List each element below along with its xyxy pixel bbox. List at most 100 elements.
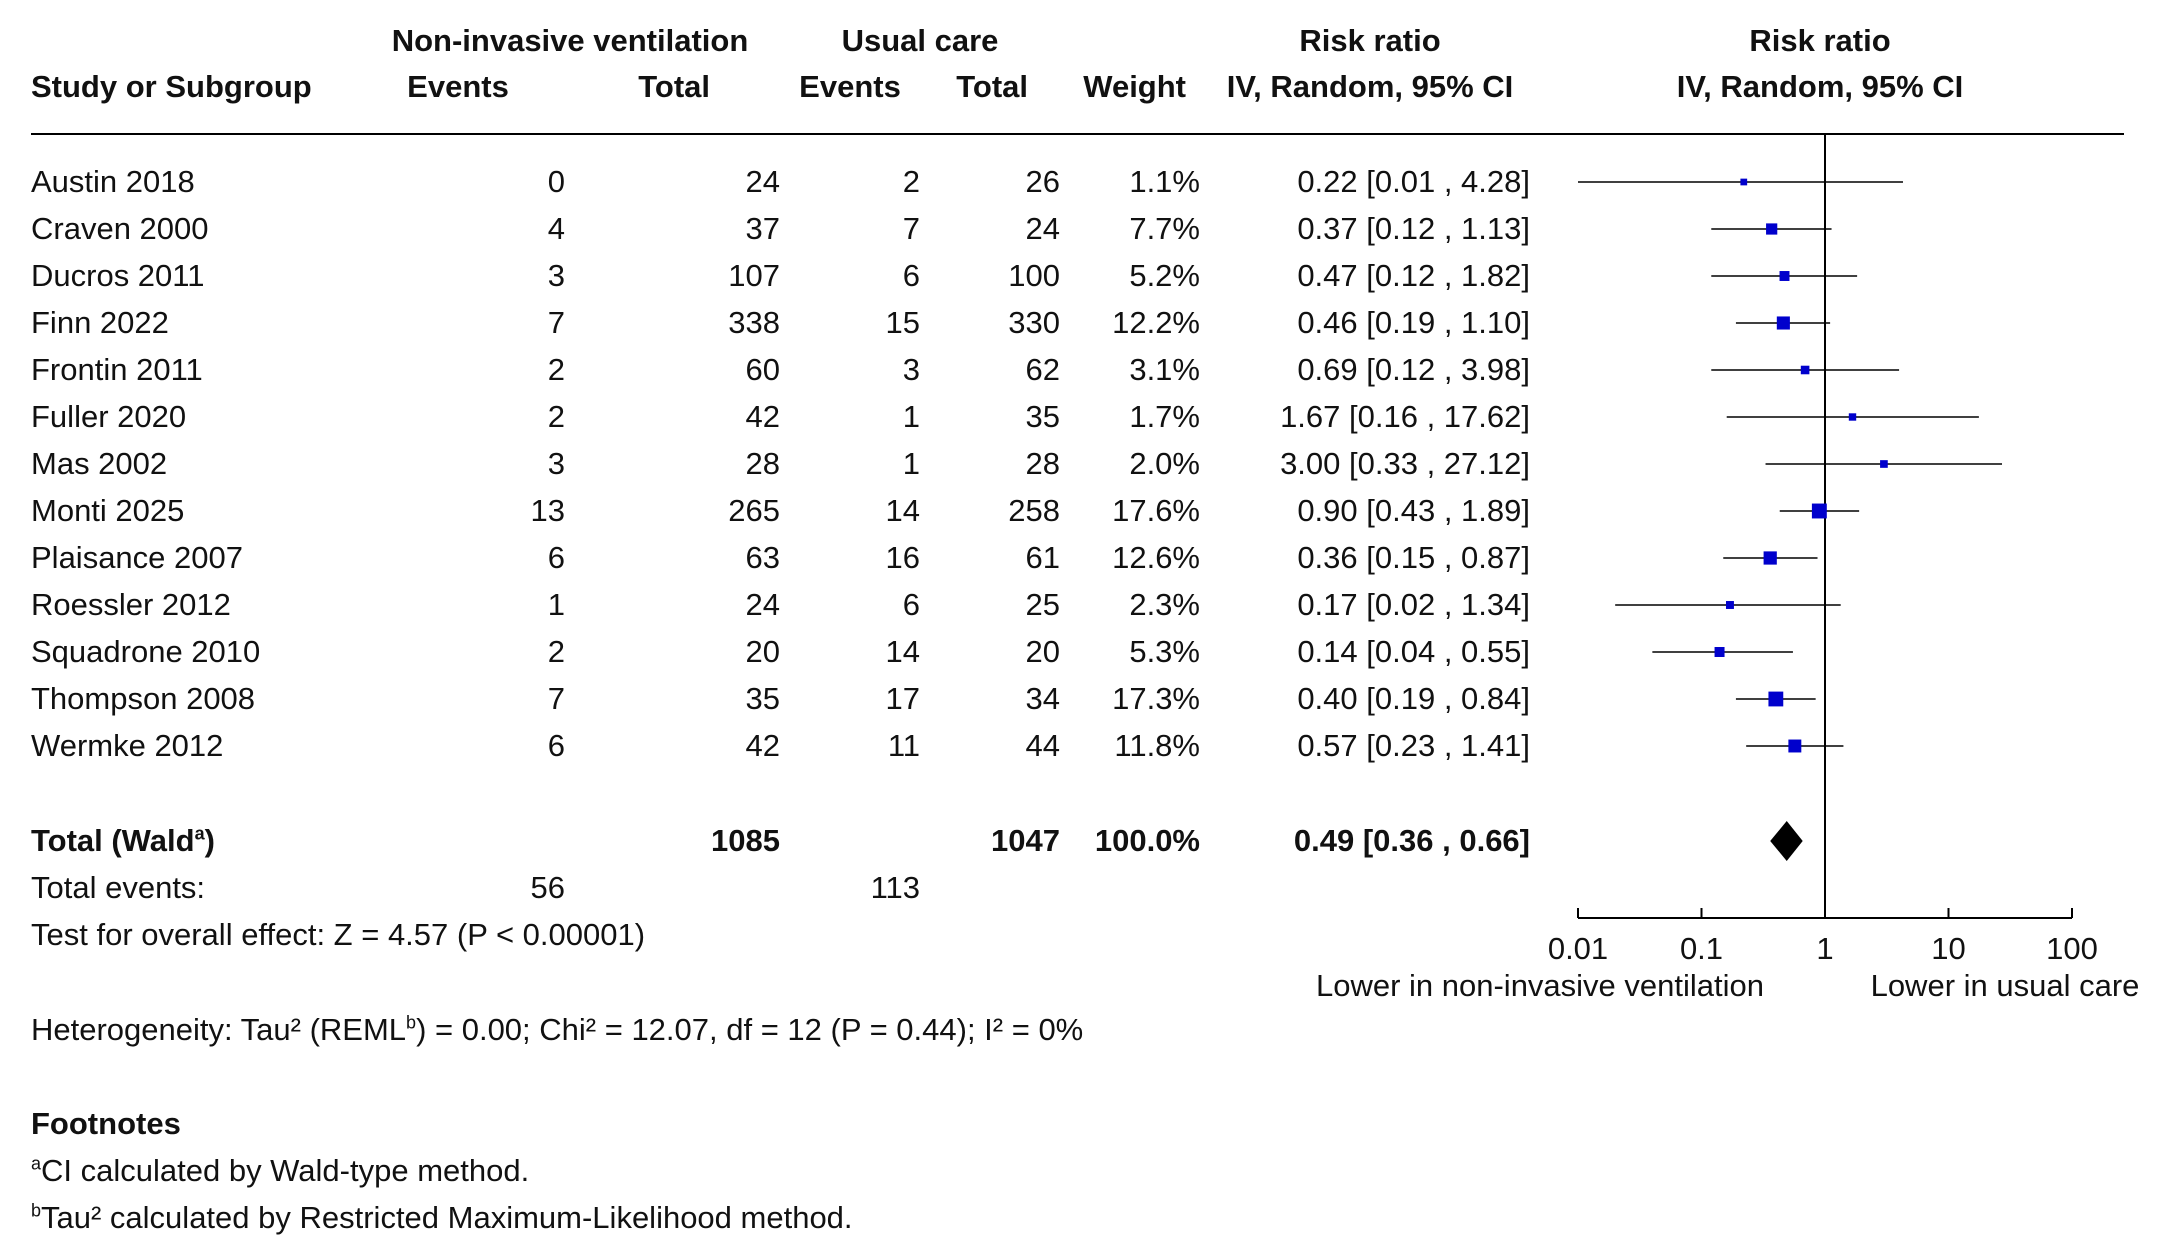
total1-cell: 35 (745, 681, 780, 716)
study-name: Frontin 2011 (31, 352, 203, 387)
study-name: Mas 2002 (31, 446, 168, 481)
ci-cell: 0.90 [0.43 , 1.89] (1297, 493, 1530, 528)
events2-cell: 2 (902, 164, 920, 199)
events1-cell: 13 (530, 493, 565, 528)
axis-right-label: Lower in usual care (1870, 968, 2140, 1003)
total1-cell: 63 (745, 540, 780, 575)
weight-cell: 7.7% (1129, 211, 1200, 246)
study-name: Squadrone 2010 (31, 634, 261, 669)
study-name: Roessler 2012 (31, 587, 231, 622)
study-name: Plaisance 2007 (31, 540, 243, 575)
study-name: Ducros 2011 (31, 258, 205, 293)
ci-cell: 0.69 [0.12 , 3.98] (1297, 352, 1530, 387)
total1-header: Total (638, 69, 710, 104)
ci-cell: 0.57 [0.23 , 1.41] (1297, 728, 1530, 763)
events1-cell: 6 (547, 728, 565, 763)
total1-cell: 42 (745, 728, 780, 763)
total2-cell: 44 (1025, 728, 1060, 763)
total2-cell: 62 (1025, 352, 1060, 387)
heterogeneity-stats: Heterogeneity: Tau² (REMLb) = 0.00; Chi²… (31, 1012, 1084, 1047)
events2-cell: 1 (902, 399, 920, 434)
total2-cell: 24 (1025, 211, 1060, 246)
weight-cell: 2.3% (1129, 587, 1200, 622)
total1-cell: 42 (745, 399, 780, 434)
events1-cell: 1 (547, 587, 565, 622)
total2-cell: 100 (1008, 258, 1060, 293)
total1-cell: 37 (745, 211, 780, 246)
total1-cell: 265 (728, 493, 780, 528)
total-events-label: Total events: (31, 870, 206, 905)
group2-title: Usual care (841, 23, 999, 58)
ci-cell: 0.22 [0.01 , 4.28] (1297, 164, 1530, 199)
events1-cell: 0 (547, 164, 565, 199)
effect-marker (1740, 178, 1748, 186)
total1-cell: 28 (745, 446, 780, 481)
events2-cell: 1 (902, 446, 920, 481)
x-tick-label: 0.01 (1548, 931, 1608, 966)
events2-cell: 16 (885, 540, 920, 575)
overall-effect-test: Test for overall effect: Z = 4.57 (P < 0… (31, 917, 646, 952)
effect-marker (1768, 691, 1784, 707)
effect-marker (1811, 503, 1827, 519)
events2-cell: 14 (885, 634, 920, 669)
total-events-1: 56 (530, 870, 565, 905)
effect-marker (1880, 460, 1888, 468)
x-tick-label: 100 (2046, 931, 2098, 966)
total1-cell: 20 (745, 634, 780, 669)
events2-cell: 14 (885, 493, 920, 528)
weight-cell: 17.3% (1112, 681, 1200, 716)
events1-cell: 2 (547, 399, 565, 434)
x-tick-label: 1 (1816, 931, 1833, 966)
effect-marker (1779, 271, 1790, 281)
footnote-b: bTau² calculated by Restricted Maximum-L… (31, 1200, 853, 1235)
weight-cell: 12.6% (1112, 540, 1200, 575)
total1-cell: 24 (745, 164, 780, 199)
total2-cell: 330 (1008, 305, 1060, 340)
study-name: Thompson 2008 (31, 681, 256, 716)
ci-cell: 0.14 [0.04 , 0.55] (1297, 634, 1530, 669)
x-tick-label: 0.1 (1680, 931, 1723, 966)
effect-marker (1800, 365, 1810, 375)
study-name: Finn 2022 (31, 305, 169, 340)
events2-cell: 15 (885, 305, 920, 340)
total-ci: 0.49 [0.36 , 0.66] (1293, 823, 1530, 858)
events1-cell: 2 (547, 352, 565, 387)
events2-cell: 7 (902, 211, 920, 246)
ci-cell: 0.17 [0.02 , 1.34] (1297, 587, 1530, 622)
events2-cell: 3 (902, 352, 920, 387)
events1-cell: 6 (547, 540, 565, 575)
ci-cell: 0.36 [0.15 , 0.87] (1297, 540, 1530, 575)
events1-cell: 4 (547, 211, 565, 246)
effect-marker (1776, 316, 1790, 330)
effect-marker (1766, 223, 1778, 235)
weight-cell: 1.7% (1129, 399, 1200, 434)
events1-cell: 3 (547, 446, 565, 481)
ci-cell: 0.40 [0.19 , 0.84] (1297, 681, 1530, 716)
total1-cell: 24 (745, 587, 780, 622)
events2-cell: 11 (887, 728, 920, 763)
ci-cell: 1.67 [0.16 , 17.62] (1280, 399, 1530, 434)
x-tick-label: 10 (1931, 931, 1965, 966)
total-weight: 100.0% (1094, 823, 1200, 858)
total-label: Total (Walda) (31, 823, 215, 858)
total2-cell: 26 (1025, 164, 1060, 199)
study-name: Austin 2018 (31, 164, 195, 199)
total2-cell: 28 (1025, 446, 1060, 481)
effect-marker (1788, 739, 1802, 753)
events1-cell: 7 (547, 305, 565, 340)
footnote-marker-b: b (406, 1012, 417, 1033)
footnote-marker-a: a (194, 823, 205, 844)
weight-cell: 12.2% (1112, 305, 1200, 340)
weight-cell: 5.2% (1129, 258, 1200, 293)
weight-cell: 3.1% (1129, 352, 1200, 387)
total-events-2: 113 (870, 870, 920, 905)
total2-header: Total (956, 69, 1028, 104)
effect-marker (1714, 647, 1725, 657)
total-n2: 1047 (991, 823, 1060, 858)
weight-cell: 2.0% (1129, 446, 1200, 481)
ci-cell: 0.37 [0.12 , 1.13] (1297, 211, 1530, 246)
effect-marker (1848, 413, 1857, 421)
total2-cell: 20 (1025, 634, 1060, 669)
ci-cell: 3.00 [0.33 , 27.12] (1280, 446, 1530, 481)
pooled-diamond (1770, 821, 1803, 861)
